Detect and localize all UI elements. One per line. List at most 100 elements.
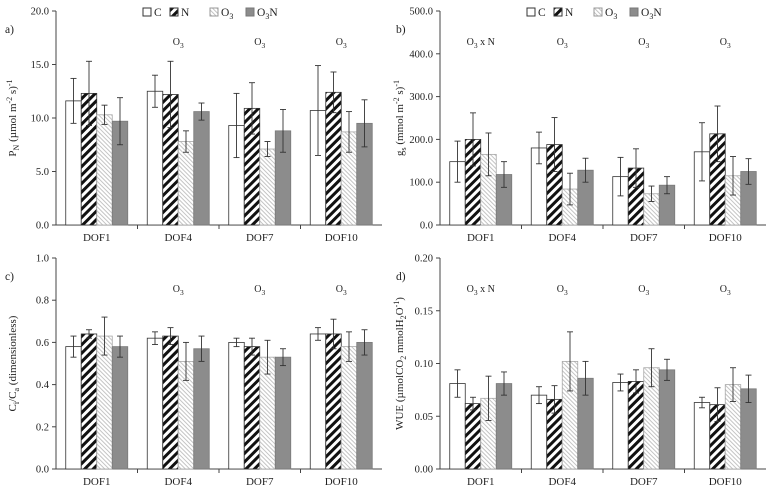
bar-o3n-dof10 [356, 341, 373, 470]
y-tick-label: 500.0 [409, 7, 433, 18]
significance-label: O3 x N [467, 37, 495, 50]
bar-n-dof1 [80, 333, 98, 470]
significance-label: O3 [720, 37, 731, 50]
significance-label: O3 [638, 37, 649, 50]
legend-label-o3-2: O3 [605, 7, 617, 21]
panel-4: d) 0.00 0.05 0.10 0.15 0.20 WUE (µmolCO2 mmolH… [392, 254, 766, 488]
x-tick-label: DOF10 [325, 232, 359, 244]
legend-swatch-c [142, 7, 152, 17]
legend-label-n-2: N [565, 7, 574, 19]
significance-label: O3 [254, 37, 265, 50]
y-tick-label: 0.00 [415, 465, 433, 476]
legend-label-o3: O3 [221, 7, 233, 21]
y-tick-label: 0.10 [415, 359, 433, 370]
panel-label: a) [5, 24, 14, 36]
y-tick-label: 0.0 [36, 465, 49, 476]
y-tick-label: 0.6 [36, 338, 49, 349]
significance-label: O3 [557, 37, 568, 50]
x-tick-label: DOF1 [83, 232, 111, 244]
legend-swatch-o3n [245, 7, 255, 17]
bar-o3n-dof4 [193, 348, 210, 470]
bar-c-dof4 [530, 394, 548, 470]
y-tick-label: 0.20 [415, 254, 433, 265]
x-tick-label: DOF7 [630, 232, 658, 244]
panel-label: b) [396, 24, 406, 36]
legend-swatch-o3-2 [593, 7, 603, 17]
y-tick-label: 400.0 [409, 49, 433, 60]
bar-o3n-dof1 [495, 383, 513, 470]
panel-2: b) 0.0 100.0 200.0 300.0 400.0 500.0 gs (mmol m… [392, 7, 766, 244]
bar-o3-dof1 [96, 335, 113, 470]
x-tick-label: DOF10 [709, 232, 743, 244]
y-axis-label: Ci/Ca (dimensionless) [7, 315, 21, 411]
y-axis-label: gs (mmol m-2 s)-1 [392, 80, 408, 156]
x-tick-label: DOF7 [630, 476, 658, 488]
x-tick-label: DOF4 [548, 476, 576, 488]
bar-n-dof7 [627, 381, 645, 470]
bar-n-dof4 [162, 335, 179, 470]
legend-label-o3n: O3N [257, 7, 278, 21]
bar-c-dof4 [146, 337, 164, 470]
bar-o3n-dof4 [193, 111, 210, 226]
legend-label-o3n-2: O3N [641, 7, 662, 21]
legend-label-n: N [181, 7, 190, 19]
legend-swatch-o3 [209, 7, 219, 17]
y-tick-label: 1.0 [36, 254, 49, 265]
bar-c-dof10 [693, 402, 711, 470]
bar-c-dof1 [65, 346, 82, 470]
bar-c-dof7 [228, 341, 245, 470]
significance-label: O3 [720, 284, 731, 297]
bar-n-dof7 [243, 346, 261, 470]
significance-label: O3 [254, 284, 265, 297]
panel-3: c) 0.0 0.2 0.4 0.6 0.8 1.0 Ci/Ca (dimensionless… [5, 254, 382, 488]
y-tick-label: 0.0 [36, 221, 49, 232]
y-tick-label: 0.0 [420, 221, 433, 232]
y-tick-label: 0.4 [36, 380, 50, 391]
y-tick-label: 200.0 [409, 135, 433, 146]
y-tick-label: 0.05 [415, 412, 433, 423]
significance-label: O3 [336, 37, 347, 50]
significance-label: O3 [173, 37, 184, 50]
bar-n-dof10 [325, 333, 342, 470]
significance-label: O3 [173, 284, 184, 297]
y-tick-label: 10.0 [31, 114, 49, 125]
y-tick-label: 0.8 [36, 296, 49, 307]
y-axis-label: PN (µmol m-2 s)-1 [5, 79, 21, 156]
bar-o3-dof4 [177, 141, 195, 226]
bar-o3n-dof1 [111, 346, 129, 470]
panels: a) 0.0 5.0 10.0 15.0 20.0 PN (µmol m-2 s)-1 DOF… [5, 7, 766, 488]
bar-c-dof4 [146, 90, 164, 226]
x-tick-label: DOF4 [548, 232, 576, 244]
bar-o3-dof10 [340, 346, 358, 470]
x-tick-label: DOF4 [164, 232, 192, 244]
bar-c-dof10 [309, 333, 327, 470]
legend-swatch-o3n-2 [629, 7, 639, 17]
significance-label: O3 [557, 284, 568, 297]
bar-o3-dof7 [259, 148, 276, 226]
x-tick-label: DOF7 [246, 476, 274, 488]
legend-swatch-n-2 [553, 7, 563, 17]
legend-top-right: C N O3 O3N [526, 7, 662, 21]
x-tick-label: DOF1 [467, 476, 495, 488]
y-tick-label: 15.0 [31, 60, 49, 71]
legend-label-c-2: C [538, 7, 546, 19]
significance-label: O3 x N [467, 284, 495, 297]
y-tick-label: 100.0 [409, 178, 433, 189]
significance-label: O3 [638, 284, 649, 297]
y-tick-label: 0.15 [415, 306, 433, 317]
bar-o3-dof1 [96, 114, 113, 226]
x-tick-label: DOF1 [467, 232, 495, 244]
legend-swatch-n [169, 7, 179, 17]
panel-label: d) [396, 271, 406, 283]
legend-label-c: C [154, 7, 162, 19]
x-tick-label: DOF7 [246, 232, 274, 244]
legend-swatch-c-2 [526, 7, 536, 17]
y-tick-label: 300.0 [409, 92, 433, 103]
y-axis-label: WUE (µmolCO2 mmolH2O-1) [392, 297, 408, 430]
x-tick-label: DOF10 [325, 476, 359, 488]
bar-o3n-dof7 [274, 356, 292, 470]
y-tick-label: 20.0 [31, 7, 49, 18]
bar-c-dof7 [612, 382, 629, 470]
panel-label: c) [5, 271, 14, 283]
